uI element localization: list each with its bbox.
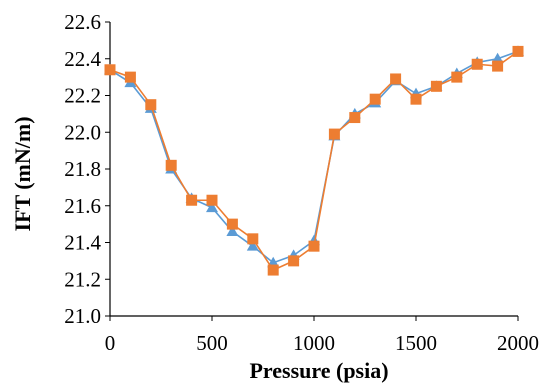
- data-point: [349, 112, 361, 124]
- data-point: [226, 218, 238, 230]
- y-tick-labels: 21.0 21.2 21.4 21.6 21.8 22.0 22.2 22.4 22.6: [64, 10, 101, 328]
- x-tick-labels: 0 500 1000 1500 2000: [105, 331, 539, 355]
- data-point: [124, 71, 136, 83]
- data-point: [369, 93, 381, 105]
- data-point: [492, 60, 504, 72]
- x-tick-label: 500: [196, 331, 228, 355]
- data-point: [104, 64, 116, 76]
- data-point: [328, 128, 340, 140]
- y-tick-label: 22.2: [64, 84, 101, 108]
- y-tick-label: 21.8: [64, 157, 101, 181]
- series-group: [104, 45, 524, 276]
- x-axis-title: Pressure (psia): [249, 358, 388, 383]
- series-line: [109, 50, 519, 264]
- x-tick-label: 0: [105, 331, 116, 355]
- data-point: [226, 225, 239, 236]
- data-point: [410, 93, 422, 105]
- data-point: [288, 255, 300, 267]
- y-tick-label: 21.6: [64, 194, 101, 218]
- data-point: [206, 194, 218, 206]
- data-point: [145, 99, 157, 111]
- x-tick-label: 1500: [395, 331, 437, 355]
- data-point: [246, 240, 259, 251]
- data-point: [451, 71, 463, 83]
- data-point: [390, 73, 402, 85]
- data-point: [165, 159, 177, 171]
- data-point: [247, 233, 259, 245]
- data-point: [430, 80, 442, 92]
- data-point: [206, 201, 218, 213]
- data-point: [186, 194, 198, 206]
- y-axis-title: IFT (mN/m): [10, 116, 35, 231]
- y-tick-label: 21.0: [64, 304, 101, 328]
- data-point: [308, 240, 320, 252]
- y-tick-label: 22.4: [64, 47, 101, 71]
- data-point: [267, 264, 279, 276]
- x-tick-label: 1000: [293, 331, 335, 355]
- data-point: [512, 45, 524, 57]
- y-tick-label: 21.4: [64, 231, 101, 255]
- x-tick-label: 2000: [497, 331, 539, 355]
- y-tick-label: 22.0: [64, 120, 101, 144]
- series-2: [104, 45, 524, 276]
- y-tick-label: 21.2: [64, 267, 101, 291]
- data-point: [471, 58, 483, 70]
- y-tick-label: 22.6: [64, 10, 101, 34]
